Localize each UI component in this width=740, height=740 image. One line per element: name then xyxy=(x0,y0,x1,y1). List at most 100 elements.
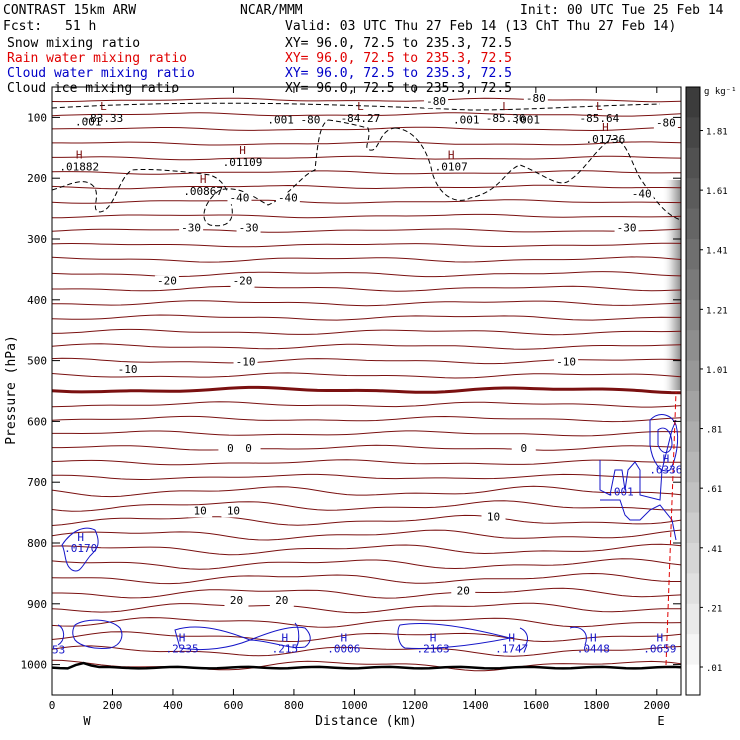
colorbar-swatch xyxy=(686,87,700,118)
isotherm xyxy=(52,558,681,570)
field-name-cloud-ice: Cloud ice mixing ratio xyxy=(7,81,179,96)
cloud-extremum-marker: H xyxy=(430,631,437,644)
terrain-line xyxy=(52,661,681,670)
isotherm-label: -10 xyxy=(118,363,138,376)
y-tick-label: 100 xyxy=(27,111,47,124)
cloud-extremum-marker: H xyxy=(657,631,664,644)
field-xy-snow: XY= 96.0, 72.5 to 235.3, 72.5 xyxy=(285,36,512,51)
cloud-water-contour xyxy=(57,624,65,646)
x-tick-label: 1600 xyxy=(523,699,550,712)
colorbar-swatch xyxy=(686,543,700,574)
extremum-marker: H xyxy=(76,149,83,162)
colorbar-swatch xyxy=(686,451,700,483)
isotherm xyxy=(52,199,681,204)
colorbar-swatch xyxy=(686,330,700,362)
cloud-water-contour xyxy=(657,427,673,453)
extremum-value: .0107 xyxy=(435,161,468,174)
colorbar-swatch xyxy=(686,664,700,696)
extremum-marker: H xyxy=(448,149,455,162)
endpoint-east: E xyxy=(657,714,664,728)
isotherm-label: -80 xyxy=(526,92,546,105)
y-tick-label: 800 xyxy=(27,537,47,550)
isotherm xyxy=(52,300,681,307)
cloud-extremum-marker: H xyxy=(341,631,348,644)
colorbar-level-label: .61 xyxy=(706,485,722,495)
cloud-water-contour xyxy=(294,622,300,649)
colorbar-level-label: .41 xyxy=(706,545,722,555)
cloud-edge-value: 53 xyxy=(52,643,65,656)
isotherm xyxy=(52,343,681,350)
label-backdrop xyxy=(481,511,506,524)
cloud-extremum-marker: H xyxy=(77,531,84,544)
zero-isotherm-label: 0 xyxy=(520,442,527,455)
cloud-extremum-value: .0006 xyxy=(327,642,360,655)
isotherm xyxy=(52,444,681,451)
isotherm xyxy=(52,514,681,526)
cloud-water-contour xyxy=(61,527,99,572)
label-backdrop xyxy=(115,363,140,376)
isotherm xyxy=(52,473,681,481)
y-tick-label: 400 xyxy=(27,294,47,307)
cloud-water-contour xyxy=(649,414,679,472)
cloud-extremum-value: .0659 xyxy=(643,642,676,655)
colorbar-swatch xyxy=(686,421,700,453)
label-backdrop xyxy=(653,117,678,130)
x-tick-label: 600 xyxy=(224,699,244,712)
x-tick-label: 1200 xyxy=(402,699,429,712)
colorbar-level-label: 1.41 xyxy=(706,247,728,257)
x-tick-label: 200 xyxy=(103,699,123,712)
cloud-contour-value: .001 xyxy=(607,486,634,499)
cloud-water-contours xyxy=(57,414,679,651)
colorbar-level-label: 1.61 xyxy=(706,187,728,197)
field-xy-rain: XY= 96.0, 72.5 to 235.3, 72.5 xyxy=(285,51,512,66)
isotherm-label: -30 xyxy=(181,222,201,235)
isotherm xyxy=(52,572,681,585)
extremum-value: -85.36 xyxy=(486,112,526,125)
y-tick-label: 300 xyxy=(27,233,47,246)
colorbar-level-label: .01 xyxy=(706,664,722,674)
plot-area: -80 -80 -80 -40 -40 -40 -30 -30 -30 -20 -20 -10 -10 -… xyxy=(52,92,681,672)
x-tick-label: 1400 xyxy=(462,699,489,712)
isotherm-label: 10 xyxy=(487,511,500,524)
label-backdrop xyxy=(614,222,639,235)
cloud-extremum-value: .0448 xyxy=(577,642,610,655)
colorbar-frame xyxy=(685,86,701,696)
init-time: Init: 00 UTC Tue 25 Feb 14 xyxy=(520,3,724,18)
isotherm xyxy=(52,314,681,321)
isotherm xyxy=(52,430,681,437)
isotherm xyxy=(52,415,681,423)
colorbar-swatch xyxy=(686,269,700,301)
label-backdrop xyxy=(233,356,258,369)
zero-isotherm-label: 0 xyxy=(227,442,234,455)
colorbar-swatch xyxy=(686,117,700,149)
isotherm xyxy=(52,459,681,466)
colorbar-level-label: 1.01 xyxy=(706,366,728,376)
isotherm xyxy=(52,631,681,643)
isotherm-label: 10 xyxy=(227,504,240,517)
cloud-extremum-value: .0170 xyxy=(64,542,97,555)
colorbar-level-label: 1.81 xyxy=(706,128,728,138)
isotherm xyxy=(52,543,681,556)
rain-contour xyxy=(665,391,677,666)
y-tick-label: 700 xyxy=(27,476,47,489)
isotherm xyxy=(52,645,681,657)
temperature-contours xyxy=(52,97,681,672)
isotherm-label: 10 xyxy=(194,504,207,517)
extremum-marker: L xyxy=(100,100,107,113)
x-tick-label: 0 xyxy=(49,699,56,712)
field-name-snow: Snow mixing ratio xyxy=(7,36,140,51)
y-tick-label: 1000 xyxy=(21,659,48,672)
label-backdrop xyxy=(179,222,204,235)
contour-value: .001 xyxy=(75,115,102,128)
field-name-cloud-water: Cloud water mixing ratio xyxy=(7,66,195,81)
isotherm xyxy=(52,242,681,248)
extremum-marker: H xyxy=(239,144,246,157)
cloud-extremum-value: .215 xyxy=(272,642,299,655)
isotherm xyxy=(52,112,681,117)
label-backdrop xyxy=(230,275,255,288)
isotherm xyxy=(52,357,681,365)
cloud-water-contour xyxy=(569,626,587,646)
cloud-water-contour xyxy=(174,626,311,651)
colorbar-level-label: 1.21 xyxy=(706,306,728,316)
label-backdrop xyxy=(275,192,300,205)
